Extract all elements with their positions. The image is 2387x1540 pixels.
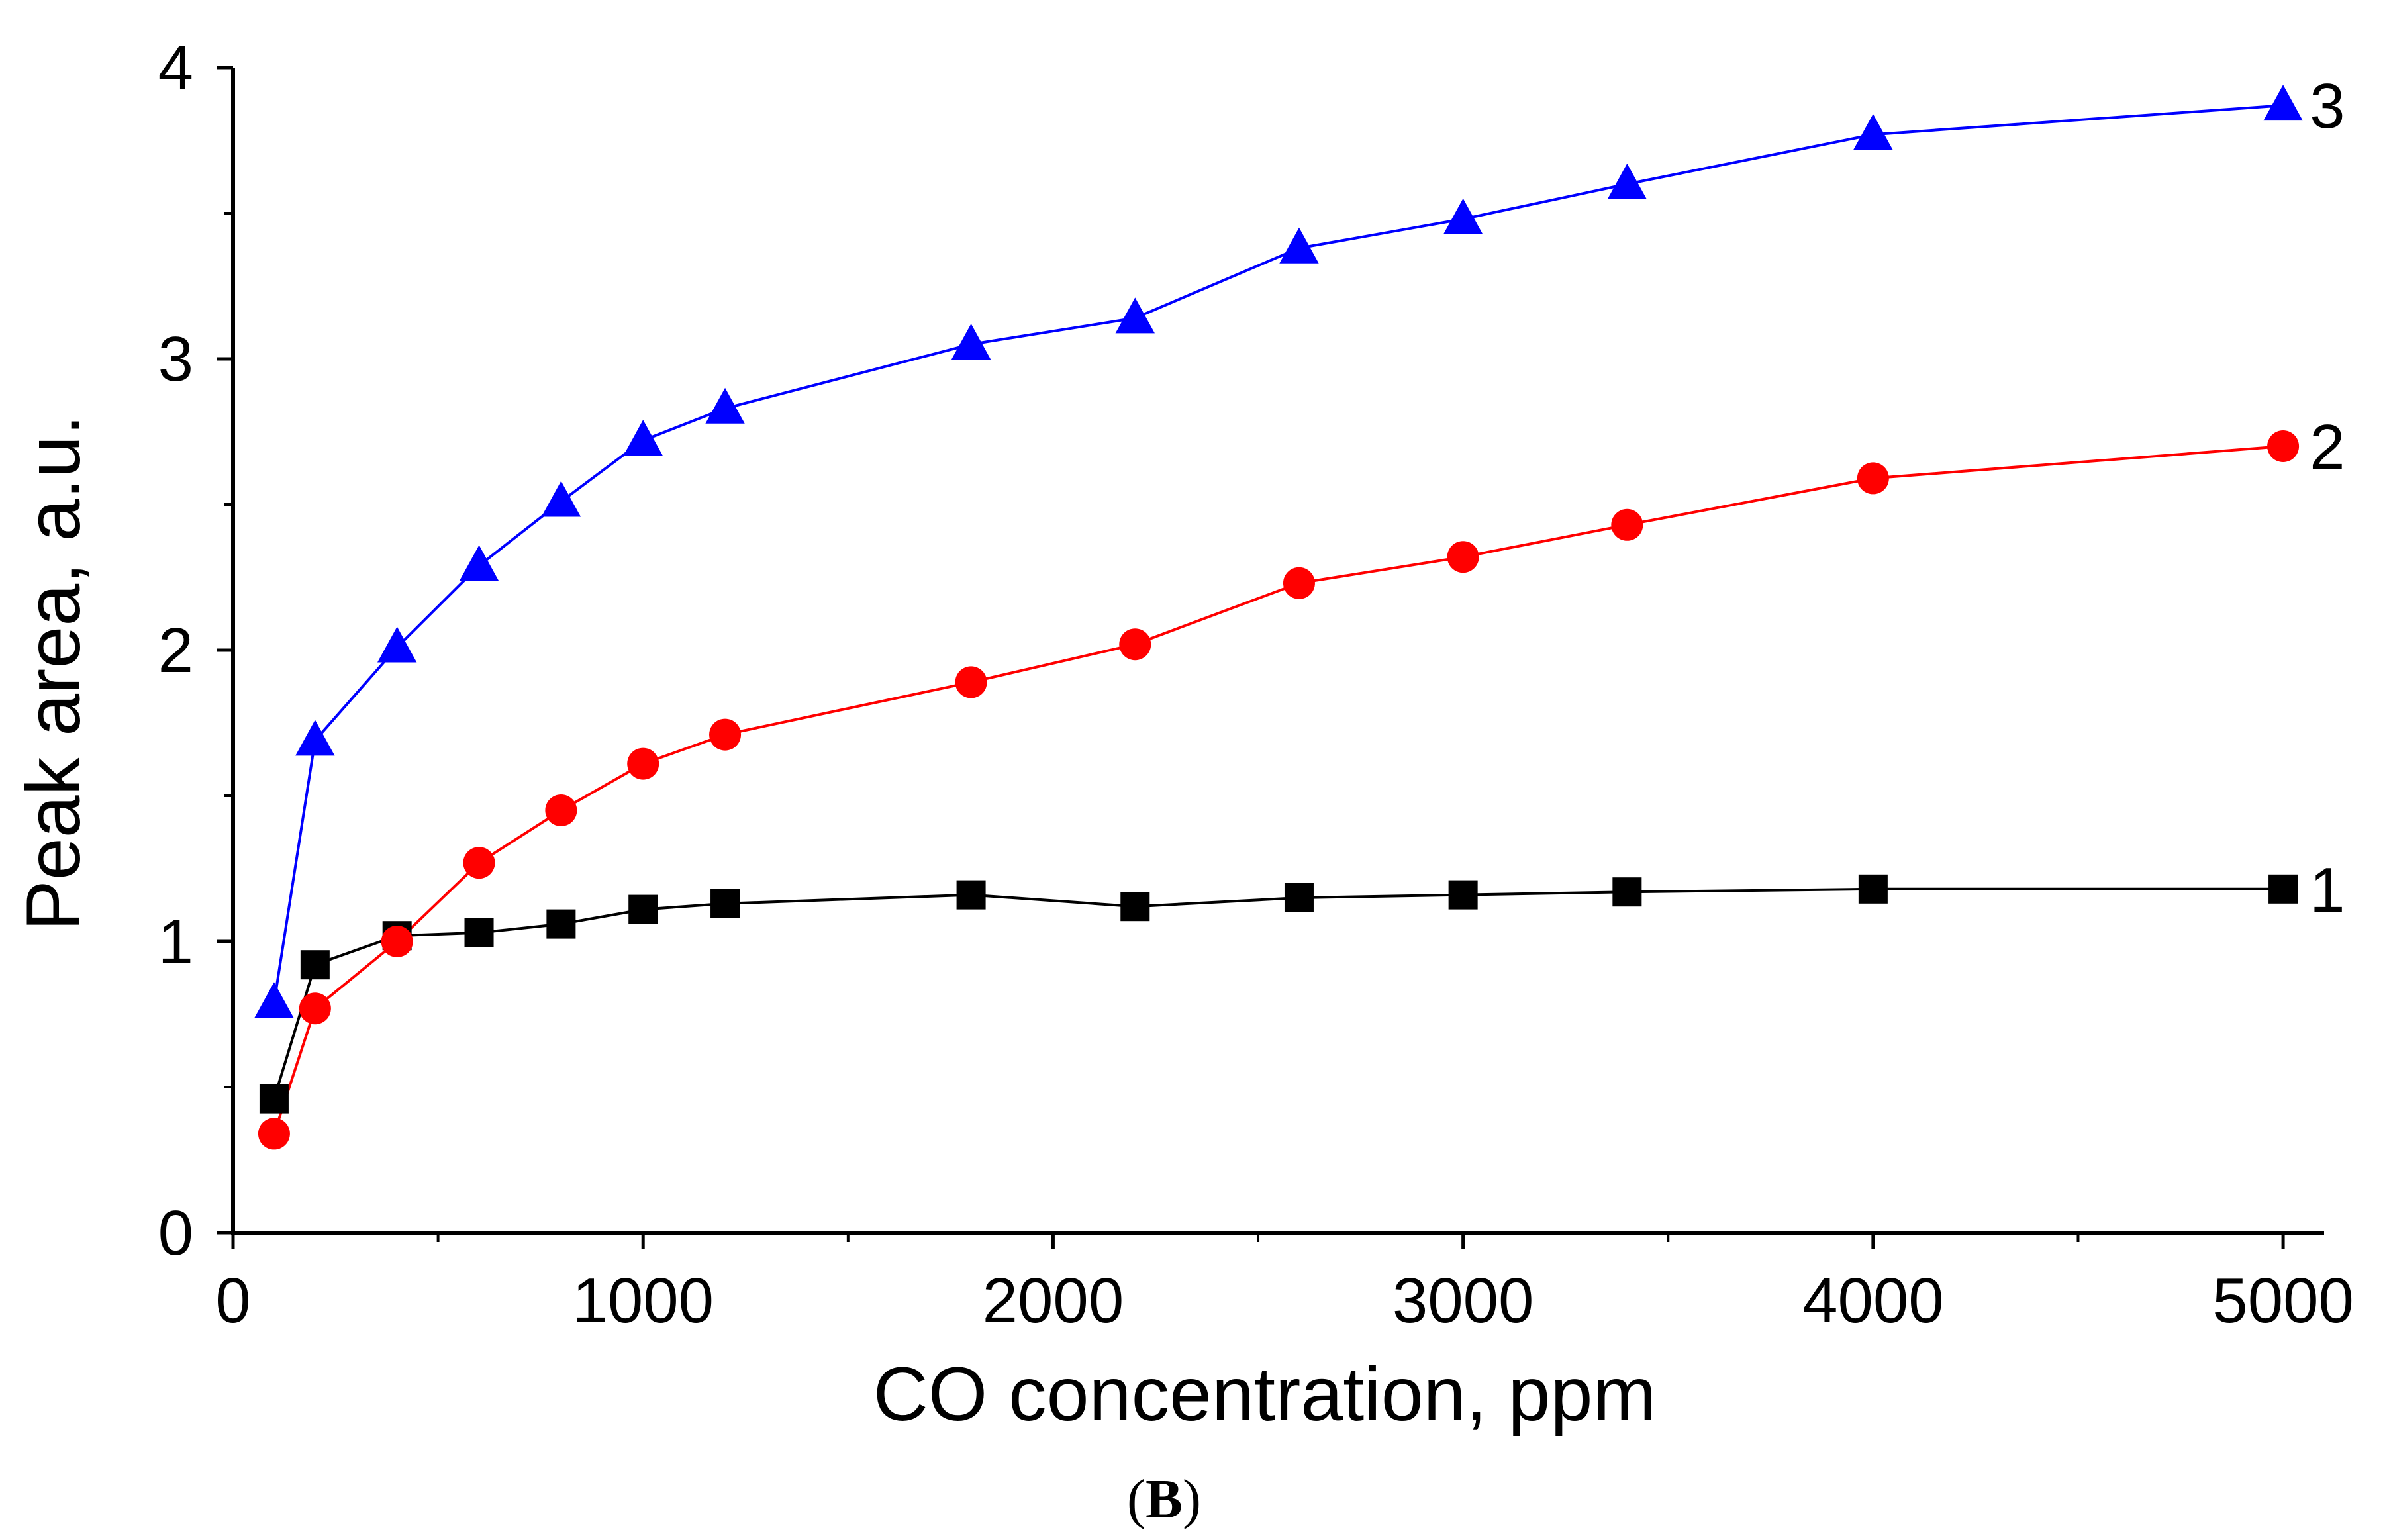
x-tick-label: 3000	[1392, 1265, 1534, 1336]
series-2-point	[627, 747, 659, 780]
series-1-point	[956, 880, 986, 910]
series-1-point	[300, 950, 330, 980]
x-ticks: 0 1000 2000 3000 4000 5000	[215, 1233, 2354, 1336]
x-tick-label: 2000	[983, 1265, 1124, 1336]
x-tick-label: 4000	[1802, 1265, 1944, 1336]
series-3-point	[295, 720, 335, 756]
series-2-point	[2267, 430, 2300, 462]
series-3-line	[272, 104, 2284, 1003]
series-3-point	[2263, 85, 2303, 121]
series-3-point	[459, 545, 499, 581]
series-2-point	[1447, 541, 1479, 573]
series-3-point	[1115, 297, 1155, 334]
x-tick-label: 5000	[2212, 1265, 2354, 1336]
series-2-point	[1611, 508, 1643, 541]
series-3-point	[705, 387, 745, 424]
series-3-label: 3	[2310, 71, 2345, 142]
series-2-point	[299, 992, 331, 1025]
series-3-point	[1279, 227, 1319, 264]
y-axis-title: Peak area, a.u.	[11, 414, 96, 931]
panel-label: (B)	[1127, 1468, 1201, 1530]
series-2-label: 2	[2310, 412, 2345, 483]
x-axis-title: CO concentration, ppm	[873, 1352, 1657, 1437]
series-labels: 1 2 3	[2310, 71, 2345, 926]
series-2-line	[273, 445, 2284, 1135]
series-1-point	[628, 894, 658, 924]
series-1-point	[1448, 880, 1478, 910]
series-1-point	[1284, 883, 1314, 912]
series-1-point	[259, 1084, 289, 1114]
series-2-point	[1283, 567, 1315, 599]
x-tick-label: 0	[215, 1265, 250, 1336]
series-2-point	[709, 718, 742, 751]
series-3-point	[541, 481, 581, 517]
series-1-point	[710, 889, 740, 918]
series-2-point	[1119, 628, 1151, 661]
series-1-point	[546, 909, 576, 939]
series-3-point	[623, 420, 663, 456]
series-2-point	[381, 926, 413, 957]
series-1-point	[1120, 892, 1150, 922]
series-3-point	[377, 626, 417, 663]
series-2-point	[258, 1118, 290, 1150]
series-1-point	[2268, 874, 2298, 904]
series-3-point	[1853, 114, 1893, 150]
series-2-point	[545, 794, 577, 826]
y-tick-label: 1	[158, 906, 193, 977]
series-2-point	[463, 847, 495, 879]
series-1-point	[464, 918, 494, 947]
series-1-point	[1858, 874, 1888, 904]
y-tick-label: 0	[158, 1198, 193, 1269]
series-3-point	[951, 323, 991, 360]
series-2-point	[955, 666, 987, 698]
series-3-point	[1607, 163, 1647, 199]
series-1-point	[1612, 877, 1642, 907]
series-1-label: 1	[2310, 855, 2345, 926]
series-3-point	[1443, 198, 1483, 234]
series-markers	[254, 85, 2303, 1150]
y-ticks: 0 1 2 3 4	[158, 32, 233, 1269]
y-tick-label: 2	[158, 615, 193, 686]
plot-area: 0 1000 2000 3000 4000 5000 0 1 2 3 4 1 2 3	[158, 32, 2354, 1336]
series-lines	[272, 104, 2284, 1135]
y-tick-label: 3	[158, 324, 193, 395]
series-2-point	[1857, 462, 1889, 495]
x-tick-label: 1000	[572, 1265, 714, 1336]
y-tick-label: 4	[158, 32, 193, 103]
series-3-point	[254, 982, 294, 1018]
